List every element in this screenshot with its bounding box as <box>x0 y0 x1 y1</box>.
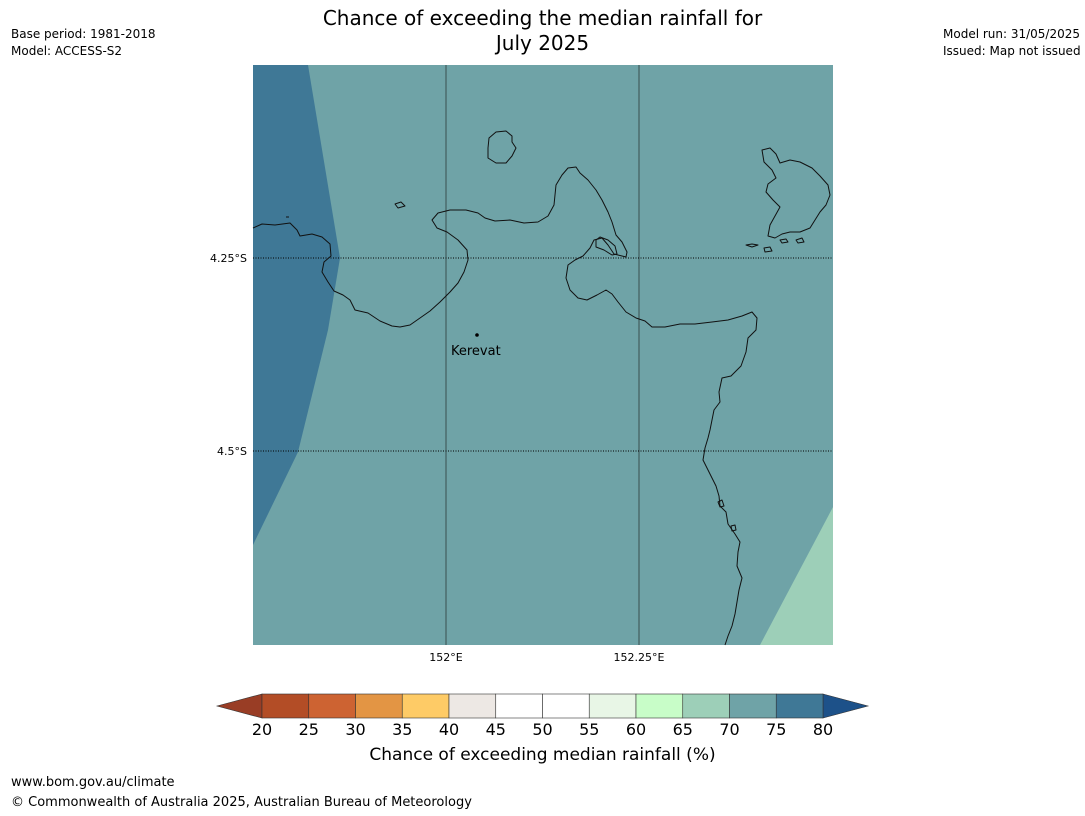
colorbar-tick-label: 20 <box>252 720 272 739</box>
coastline <box>252 130 831 646</box>
footer: www.bom.gov.au/climate © Commonwealth of… <box>11 773 472 813</box>
colorbar-segment <box>401 693 450 719</box>
colorbar-segment <box>355 693 403 719</box>
colorbar-segment <box>308 693 356 719</box>
colorbar-label: Chance of exceeding median rainfall (%) <box>369 745 716 765</box>
islet-east-3 <box>779 238 789 244</box>
issued-status: Issued: Map not issued <box>943 44 1081 58</box>
colorbar-tick-label: 80 <box>813 720 833 739</box>
colorbar-segment <box>635 693 684 719</box>
colorbar-over-arrow <box>822 693 870 719</box>
colorbar-tick-label: 45 <box>486 720 506 739</box>
colorbar: 20 25 30 35 40 45 50 55 60 65 70 75 80 <box>215 693 870 739</box>
colorbar-segments <box>261 693 824 719</box>
kerevat-label: Kerevat <box>451 344 501 359</box>
model-name: Model: ACCESS-S2 <box>11 44 123 58</box>
model-run: Model run: 31/05/2025 <box>943 27 1081 41</box>
colorbar-ticks: 20 25 30 35 40 45 50 55 60 65 70 75 80 <box>252 720 833 739</box>
lon-label-152-25: 152.25°E <box>614 651 665 664</box>
island-small-west <box>394 201 406 209</box>
island-east <box>761 147 831 239</box>
colorbar-tick-label: 75 <box>766 720 786 739</box>
lon-label-152: 152°E <box>429 651 462 664</box>
colorbar-tick-label: 30 <box>345 720 365 739</box>
colorbar-segment <box>775 693 824 719</box>
footer-url[interactable]: www.bom.gov.au/climate <box>11 775 175 790</box>
islet-east-2 <box>763 246 773 253</box>
map-panel: Kerevat 4.25°S 4.5°S 152°E 152.25°E <box>210 65 833 664</box>
title-line-1: Chance of exceeding the median rainfall … <box>322 6 763 30</box>
region-70-75 <box>253 65 833 645</box>
title-line-2: July 2025 <box>495 31 590 55</box>
colorbar-tick-label: 35 <box>392 720 412 739</box>
lat-label-4-5: 4.5°S <box>217 445 247 458</box>
lat-label-4-25: 4.25°S <box>210 252 247 265</box>
islet-east-4 <box>795 237 805 244</box>
colorbar-segment <box>542 693 590 719</box>
colorbar-segment <box>588 693 637 719</box>
region-75-80 <box>253 65 340 545</box>
islet-coast-2 <box>730 524 737 532</box>
colorbar-segment <box>682 693 730 719</box>
meta-right: Model run: 31/05/2025 Issued: Map not is… <box>943 26 1081 60</box>
colorbar-under-arrow <box>215 693 263 719</box>
map-title: Chance of exceeding the median rainfall … <box>0 6 1085 56</box>
colorbar-tick-label: 50 <box>532 720 552 739</box>
colorbar-segment <box>495 693 543 719</box>
island-north <box>487 130 517 164</box>
region-65-70 <box>760 507 833 645</box>
islet-coast <box>717 499 725 508</box>
coastline-peninsula <box>595 236 618 256</box>
colorbar-tick-label: 60 <box>626 720 646 739</box>
coastline-west <box>252 166 758 646</box>
base-period: Base period: 1981-2018 <box>11 27 156 41</box>
colorbar-tick-label: 55 <box>579 720 599 739</box>
colorbar-segment <box>261 693 310 719</box>
kerevat-marker <box>475 333 479 337</box>
colorbar-segment <box>729 693 777 719</box>
islet-east-1 <box>745 243 759 248</box>
colorbar-segment <box>448 693 497 719</box>
footer-copyright: © Commonwealth of Australia 2025, Austra… <box>11 795 472 810</box>
meta-left: Base period: 1981-2018 Model: ACCESS-S2 <box>11 26 156 60</box>
colorbar-tick-label: 25 <box>299 720 319 739</box>
colorbar-tick-label: 70 <box>719 720 739 739</box>
colorbar-tick-label: 40 <box>439 720 459 739</box>
colorbar-tick-label: 65 <box>673 720 693 739</box>
